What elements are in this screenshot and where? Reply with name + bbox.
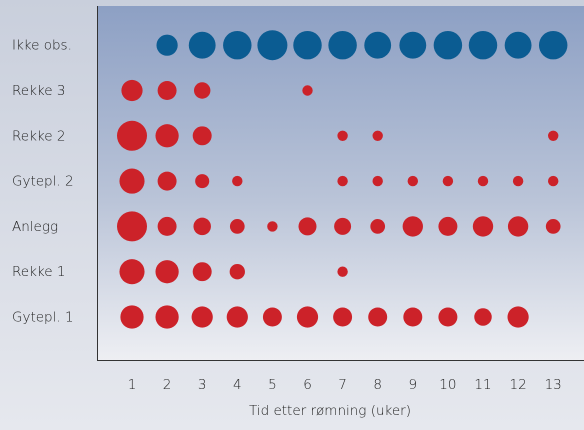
bubble-anlegg-week-4 (229, 219, 245, 234)
bubble-rekke-1-week-2 (155, 260, 179, 284)
bubble-ikke-obs-week-8 (364, 31, 392, 59)
x-tick-label: 11 (474, 377, 491, 393)
bubble-rekke-2-week-13 (548, 130, 559, 141)
x-tick-labels: 1 2 3 4 5 6 7 8 9 10 11 12 13 (128, 377, 562, 393)
bubble-rekke-2-week-1 (117, 120, 147, 151)
x-tick-label: 9 (409, 377, 418, 393)
bubble-rekke-2-week-2 (155, 124, 179, 148)
y-tick-label: Ikke obs. (12, 38, 72, 54)
bubble-gytepl-1-week-8 (368, 307, 388, 327)
bubble-anlegg-week-1 (117, 211, 147, 242)
bubble-gytepl-1-week-3 (191, 306, 213, 328)
bubble-gytepl-1-week-9 (403, 307, 423, 327)
x-tick-label: 8 (373, 377, 382, 393)
bubble-ikke-obs-week-4 (223, 30, 252, 60)
bubble-gytepl-2-week-9 (407, 175, 418, 187)
bubble-ikke-obs-week-13 (538, 30, 568, 60)
bubble-gytepl-2-week-2 (157, 171, 177, 191)
x-tick-label: 10 (439, 377, 456, 393)
bubble-rekke-1-week-3 (192, 262, 212, 282)
bubble-rekke-1-week-7 (337, 266, 348, 277)
bubble-rekke-3-week-6 (302, 85, 313, 96)
bubble-ikke-obs-week-7 (328, 30, 357, 60)
bubble-anlegg-week-5 (267, 221, 278, 232)
bubble-rekke-3-week-2 (157, 81, 177, 100)
bubble-anlegg-week-8 (370, 219, 386, 234)
bubble-ikke-obs-week-9 (399, 31, 427, 59)
bubble-anlegg-week-11 (472, 216, 494, 237)
bubble-gytepl-2-week-13 (548, 175, 559, 187)
bubble-gytepl-2-week-8 (372, 175, 383, 187)
y-tick-label: Gytepl. 1 (12, 310, 74, 326)
y-tick-labels: Gytepl. 1 Rekke 1 Anlegg Gytepl. 2 Rekke 2 Re… (12, 38, 74, 326)
bubble-gytepl-1-week-7 (333, 307, 353, 327)
bubble-ikke-obs-week-10 (433, 30, 463, 60)
bubble-ikke-obs-week-11 (468, 30, 498, 60)
x-tick-label: 1 (128, 377, 137, 393)
bubble-ikke-obs-week-6 (293, 30, 322, 60)
bubble-anlegg-week-13 (545, 219, 561, 234)
x-tick-label: 2 (163, 377, 172, 393)
bubble-gytepl-1-week-12 (507, 306, 529, 328)
bubble-ikke-obs-week-5 (257, 30, 288, 61)
x-tick-label: 3 (198, 377, 207, 393)
bubble-gytepl-1-week-11 (474, 308, 492, 326)
bubble-anlegg-week-6 (298, 217, 317, 236)
x-tick-label: 4 (233, 377, 242, 393)
x-tick-label: 7 (338, 377, 347, 393)
bubble-rekke-1-week-1 (119, 259, 145, 285)
y-tick-label: Rekke 3 (12, 83, 65, 99)
bubble-anlegg-week-7 (334, 217, 352, 235)
bubble-gytepl-2-week-11 (477, 175, 489, 187)
bubble-gytepl-1-week-4 (226, 306, 248, 328)
bubble-gytepl-1-week-1 (120, 305, 144, 329)
bubble-anlegg-week-10 (438, 216, 458, 236)
bubble-gytepl-1-week-2 (155, 305, 179, 329)
bubble-gytepl-2-week-4 (232, 175, 243, 187)
bubble-rekke-1-week-4 (229, 264, 245, 280)
bubble-ikke-obs-week-3 (188, 31, 216, 59)
x-tick-label: 6 (303, 377, 312, 393)
bubble-rekke-2-week-7 (337, 130, 348, 141)
x-tick-label: 13 (545, 377, 562, 393)
x-tick-label: 12 (510, 377, 527, 393)
x-tick-label: 5 (268, 377, 277, 393)
bubbles-group (117, 30, 568, 329)
bubble-anlegg-week-3 (193, 217, 211, 236)
bubble-rekke-2-week-3 (192, 126, 212, 146)
bubble-rekke-2-week-8 (372, 130, 383, 141)
bubble-gytepl-2-week-1 (119, 168, 145, 194)
bubble-ikke-obs-week-12 (504, 31, 532, 59)
bubble-gytepl-1-week-10 (438, 307, 458, 327)
y-tick-label: Rekke 2 (12, 128, 65, 144)
x-axis-label: Tid etter rømning (uker) (249, 403, 411, 419)
bubble-gytepl-2-week-3 (195, 174, 210, 189)
bubble-gytepl-2-week-12 (512, 175, 524, 187)
bubble-gytepl-1-week-6 (296, 306, 319, 328)
bubble-anlegg-week-12 (507, 216, 529, 237)
bubble-anlegg-week-2 (157, 216, 177, 236)
bubble-ikke-obs-week-2 (156, 34, 178, 56)
y-tick-label: Gytepl. 2 (12, 174, 74, 190)
y-tick-label: Anlegg (12, 219, 58, 235)
bubble-gytepl-2-week-7 (337, 175, 348, 187)
bubble-gytepl-2-week-10 (442, 175, 454, 187)
y-tick-label: Rekke 1 (12, 264, 65, 280)
bubble-gytepl-1-week-5 (262, 307, 282, 327)
bubble-anlegg-week-9 (402, 216, 423, 237)
bubble-rekke-3-week-3 (193, 82, 211, 99)
bubble-rekke-3-week-1 (121, 79, 143, 102)
